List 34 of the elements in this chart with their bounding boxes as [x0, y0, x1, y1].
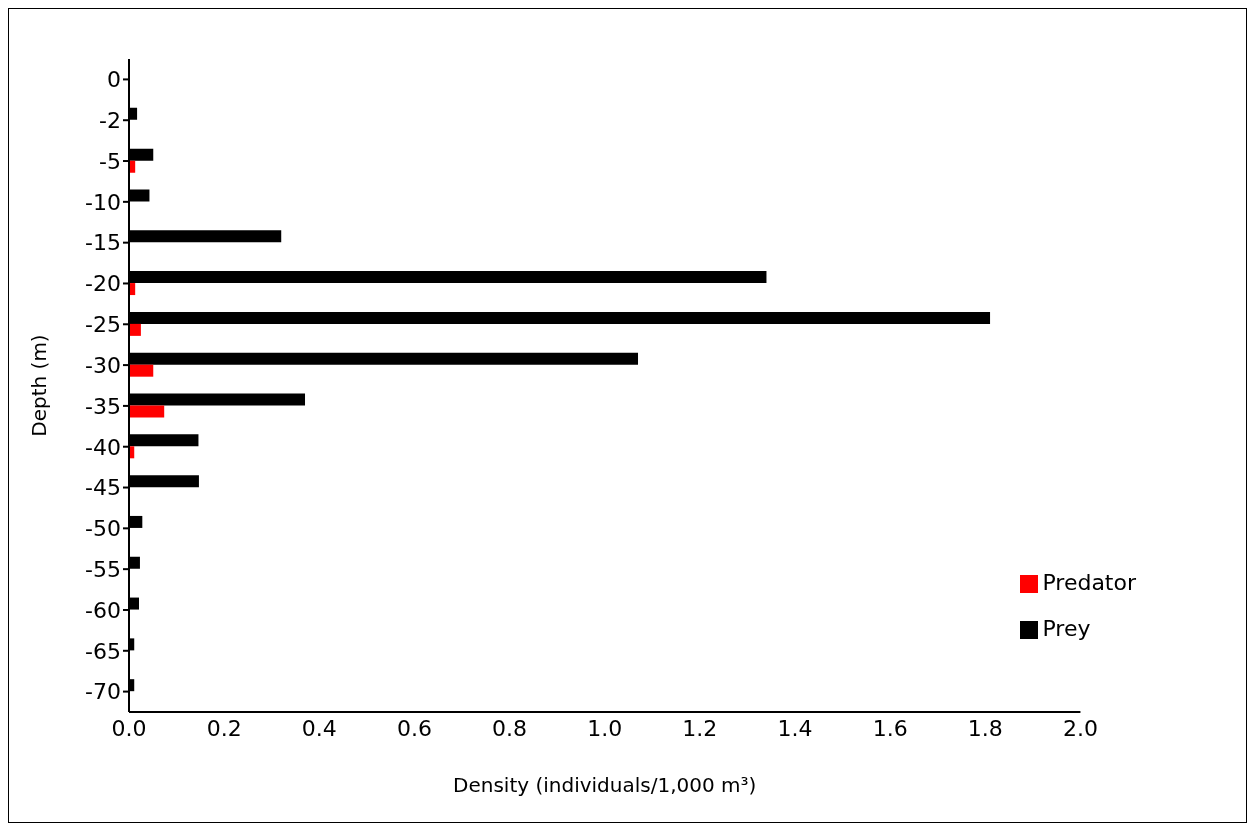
y-tick-label: -35 [85, 393, 121, 419]
y-tick-label: 0 [107, 67, 121, 93]
y-tick-label: -25 [85, 312, 121, 338]
y-tick-label: -65 [85, 638, 121, 664]
x-tick-label: 1.6 [872, 715, 908, 741]
x-tick-label: 1.0 [587, 715, 623, 741]
x-tick-label: 1.4 [777, 715, 813, 741]
y-tick-label: -50 [85, 516, 121, 542]
y-tick-label: -60 [85, 597, 121, 623]
x-tick-label: 1.8 [967, 715, 1003, 741]
x-tick-label: 0.6 [396, 715, 432, 741]
y-tick-label: -20 [85, 271, 121, 297]
x-tick-label: 0.0 [111, 715, 147, 741]
y-tick-label: -30 [85, 352, 121, 378]
bar [129, 323, 141, 336]
legend-label: Prey [1042, 616, 1091, 641]
y-tick-label: -5 [99, 148, 121, 174]
y-tick-label: -40 [85, 434, 121, 460]
x-tick-label: 2.0 [1062, 715, 1098, 741]
legend-label: Predator [1042, 570, 1136, 595]
x-tick-label: 0.2 [206, 715, 242, 741]
y-axis-title: Depth (m) [27, 334, 52, 437]
y-tick-label: -45 [85, 475, 121, 501]
x-tick-label: 1.2 [682, 715, 718, 741]
y-tick-label: -55 [85, 556, 121, 582]
y-tick-label: -70 [85, 679, 121, 705]
y-tick-label: -15 [85, 230, 121, 256]
bar [129, 405, 165, 418]
x-tick-label: 0.4 [301, 715, 337, 741]
x-axis-title: Density (individuals/1,000 m³) [453, 773, 757, 797]
y-tick-label: -2 [99, 108, 121, 134]
y-tick-label: -10 [85, 189, 121, 215]
bar [129, 364, 154, 377]
x-tick-label: 0.8 [492, 715, 528, 741]
